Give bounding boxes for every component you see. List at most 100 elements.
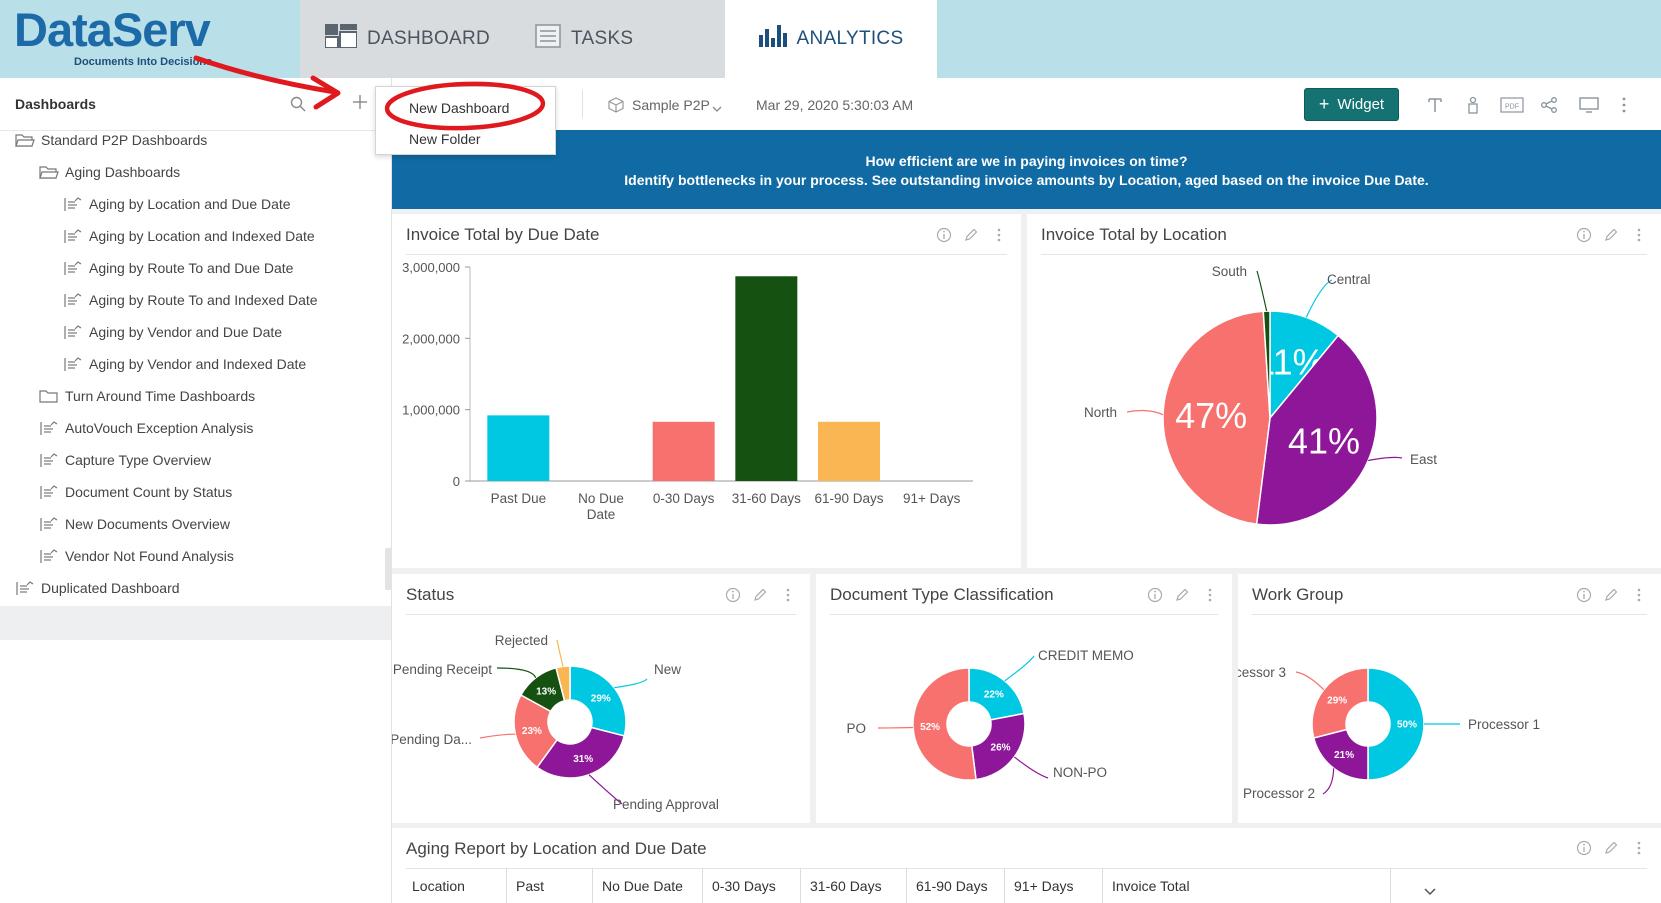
leader-line[interactable]	[1305, 279, 1333, 318]
sidebar-item[interactable]: Aging by Location and Indexed Date	[63, 221, 315, 251]
table-column-header[interactable]: Invoice Total	[1112, 878, 1190, 894]
table-column-header[interactable]: 61-90 Days	[916, 878, 988, 894]
sidebar-item[interactable]: Aging by Location and Due Date	[63, 189, 291, 219]
table-column-header[interactable]: 31-60 Days	[810, 878, 882, 894]
pie-slice[interactable]	[1367, 667, 1425, 781]
edit-icon[interactable]	[1174, 587, 1190, 603]
tab-analytics[interactable]: ANALYTICS	[725, 0, 937, 78]
sidebar-item[interactable]: Turn Around Time Dashboards	[39, 381, 255, 411]
add-icon[interactable]	[352, 94, 368, 110]
edit-icon[interactable]	[752, 587, 768, 603]
sidebar-item[interactable]: Aging by Vendor and Indexed Date	[63, 349, 306, 379]
info-icon[interactable]	[725, 587, 741, 603]
datasource-selector[interactable]: Sample P2P	[632, 97, 710, 113]
more-vertical-icon[interactable]	[1631, 227, 1647, 243]
leader-line[interactable]	[556, 639, 564, 667]
grid-gap	[1021, 209, 1027, 573]
info-icon[interactable]	[1576, 227, 1592, 243]
tab-dashboard[interactable]: DASHBOARD	[324, 0, 490, 78]
sidebar-item[interactable]: AutoVouch Exception Analysis	[39, 413, 253, 443]
add-widget-button[interactable]: + Widget	[1304, 88, 1399, 121]
pie-slice[interactable]	[1269, 310, 1340, 421]
monitor-icon[interactable]	[1579, 96, 1599, 114]
info-icon[interactable]	[1147, 587, 1163, 603]
pie-slice[interactable]	[970, 712, 1026, 781]
new-dashboard-menu-item[interactable]: New Dashboard	[409, 100, 510, 116]
leader-line[interactable]	[1256, 270, 1268, 312]
slice-name-label: Processor 1	[1468, 717, 1540, 732]
text-icon[interactable]	[1426, 96, 1444, 114]
sidebar-item[interactable]: Aging by Route To and Due Date	[63, 253, 293, 283]
sidebar-item[interactable]: Capture Type Overview	[39, 445, 211, 475]
filter-person-icon[interactable]	[1464, 96, 1482, 114]
table-column-header[interactable]: Past	[516, 878, 545, 894]
bar[interactable]	[735, 276, 798, 481]
bar-chart[interactable]: 0 1,000,000 2,000,000 3,000,000 Past Due No D…	[392, 259, 1021, 564]
leader-line[interactable]	[1013, 756, 1049, 779]
pie-slice[interactable]	[555, 665, 571, 702]
logo[interactable]: DataServ Documents Into Decisions	[0, 0, 300, 78]
sidebar-item[interactable]: Aging by Route To and Indexed Date	[63, 285, 318, 315]
chevron-down-icon[interactable]	[1424, 883, 1436, 896]
leader-line[interactable]	[614, 678, 648, 689]
sidebar-item[interactable]: Standard P2P Dashboards	[15, 125, 207, 155]
more-vertical-icon[interactable]	[1631, 587, 1647, 603]
leader-line[interactable]	[1126, 409, 1164, 416]
leader-line[interactable]	[496, 667, 537, 679]
leader-line[interactable]	[1004, 655, 1035, 682]
pie-slice[interactable]	[1311, 667, 1369, 739]
edit-icon[interactable]	[963, 227, 979, 243]
pie-slice[interactable]	[1162, 310, 1271, 525]
info-icon[interactable]	[1576, 840, 1592, 856]
donut-chart[interactable]: 29% New 31% Pending Approval 23% Pending Da..…	[392, 616, 810, 821]
pie-slice[interactable]	[569, 665, 627, 737]
tab-tasks[interactable]: TASKS	[535, 0, 633, 78]
search-icon[interactable]	[290, 96, 306, 112]
table-column-header[interactable]: Location	[412, 878, 465, 894]
analytics-bars-icon	[758, 25, 787, 53]
share-icon[interactable]	[1540, 96, 1558, 114]
pie-slice[interactable]	[968, 667, 1025, 721]
sidebar-item[interactable]: Vendor Not Found Analysis	[39, 541, 234, 571]
edit-icon[interactable]	[1603, 227, 1619, 243]
sidebar-item-label: Document Count by Status	[65, 484, 233, 500]
leader-line[interactable]	[1368, 456, 1403, 462]
sidebar-item[interactable]: Duplicated Dashboard	[15, 573, 180, 603]
y-tick-label: 1,000,000	[402, 403, 460, 418]
pdf-icon[interactable]: PDF	[1500, 96, 1524, 114]
edit-icon[interactable]	[1603, 587, 1619, 603]
bar[interactable]	[818, 421, 880, 481]
sidebar-item[interactable]: Aging by Vendor and Due Date	[63, 317, 282, 347]
table-column-header[interactable]: No Due Date	[602, 878, 683, 894]
leader-line[interactable]	[588, 774, 623, 805]
sidebar-item-label: Aging by Location and Indexed Date	[89, 228, 315, 244]
leader-line[interactable]	[1322, 768, 1335, 795]
sidebar-item[interactable]: Aging Dashboards	[39, 157, 180, 187]
chevron-down-icon[interactable]	[712, 100, 722, 112]
pie-slice[interactable]	[912, 667, 977, 781]
more-vertical-icon[interactable]	[991, 227, 1007, 243]
edit-icon[interactable]	[1603, 840, 1619, 856]
sidebar-item[interactable]: Document Count by Status	[39, 477, 232, 507]
bar[interactable]	[652, 421, 715, 481]
bar[interactable]	[487, 415, 550, 481]
leader-line[interactable]	[479, 733, 516, 739]
info-icon[interactable]	[936, 227, 952, 243]
sidebar-collapse-handle[interactable]	[385, 548, 393, 590]
sidebar-item[interactable]: New Documents Overview	[39, 509, 230, 539]
pie-slice[interactable]	[536, 726, 626, 779]
table-column-header[interactable]: 91+ Days	[1014, 878, 1074, 894]
pie-slice[interactable]	[1255, 334, 1378, 526]
leader-line[interactable]	[1295, 671, 1325, 691]
more-vertical-icon[interactable]	[1631, 840, 1647, 856]
more-vertical-icon[interactable]	[1202, 587, 1218, 603]
donut-chart[interactable]: 50% Processor 1 21% Processor 2 29% Processor…	[1238, 616, 1661, 821]
donut-chart[interactable]: 22% CREDIT MEMO 26% NON-PO 52% PO	[816, 616, 1232, 821]
more-vertical-icon[interactable]	[1620, 96, 1628, 114]
slice-name-label: CREDIT MEMO	[1038, 648, 1134, 663]
new-folder-menu-item[interactable]: New Folder	[409, 131, 481, 147]
table-column-header[interactable]: 0-30 Days	[712, 878, 776, 894]
more-vertical-icon[interactable]	[780, 587, 796, 603]
info-icon[interactable]	[1576, 587, 1592, 603]
